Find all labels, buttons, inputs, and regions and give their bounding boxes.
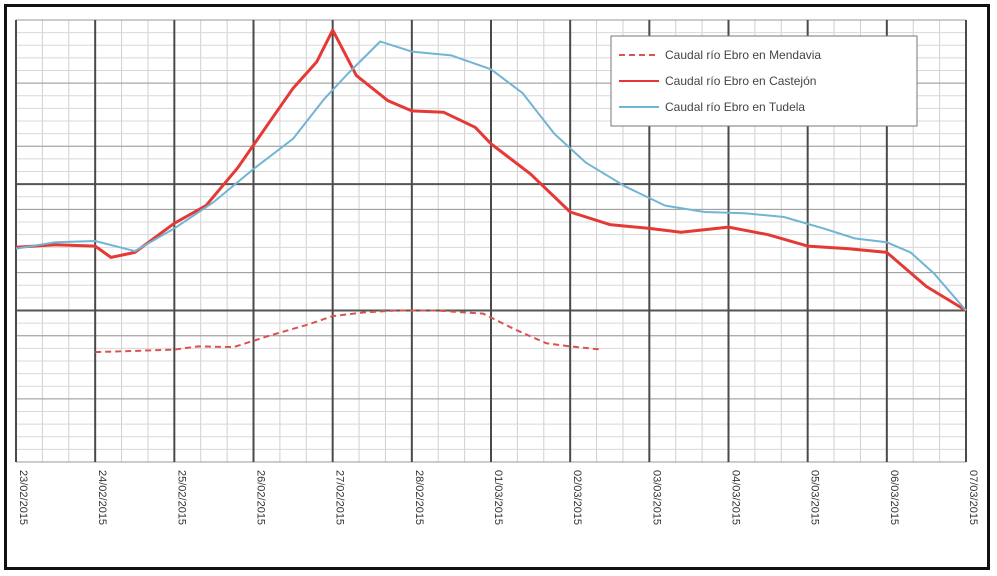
x-tick-label: 28/02/2015 bbox=[413, 470, 425, 525]
legend-label: Caudal río Ebro en Castejón bbox=[665, 74, 816, 88]
x-tick-label: 03/03/2015 bbox=[650, 470, 662, 525]
series-line-3 bbox=[15, 40, 967, 312]
legend-label: Caudal río Ebro en Tudela bbox=[665, 100, 805, 114]
x-tick-label: 23/02/2015 bbox=[17, 470, 29, 525]
x-tick-label: 25/02/2015 bbox=[175, 470, 187, 525]
x-tick-label: 02/03/2015 bbox=[571, 470, 583, 525]
x-tick-label: 27/02/2015 bbox=[334, 470, 346, 525]
x-tick-label: 01/03/2015 bbox=[492, 470, 504, 525]
x-tick-label: 24/02/2015 bbox=[96, 470, 108, 525]
x-tick-label: 05/03/2015 bbox=[809, 470, 821, 525]
x-tick-label: 06/03/2015 bbox=[888, 470, 900, 525]
series-line-2 bbox=[15, 28, 967, 312]
x-tick-label: 04/03/2015 bbox=[730, 470, 742, 525]
x-tick-label: 07/03/2015 bbox=[967, 470, 979, 525]
x-tick-label: 26/02/2015 bbox=[255, 470, 267, 525]
legend-box bbox=[610, 35, 918, 127]
legend-label: Caudal río Ebro en Mendavia bbox=[665, 48, 821, 62]
series-line-1 bbox=[95, 309, 602, 354]
